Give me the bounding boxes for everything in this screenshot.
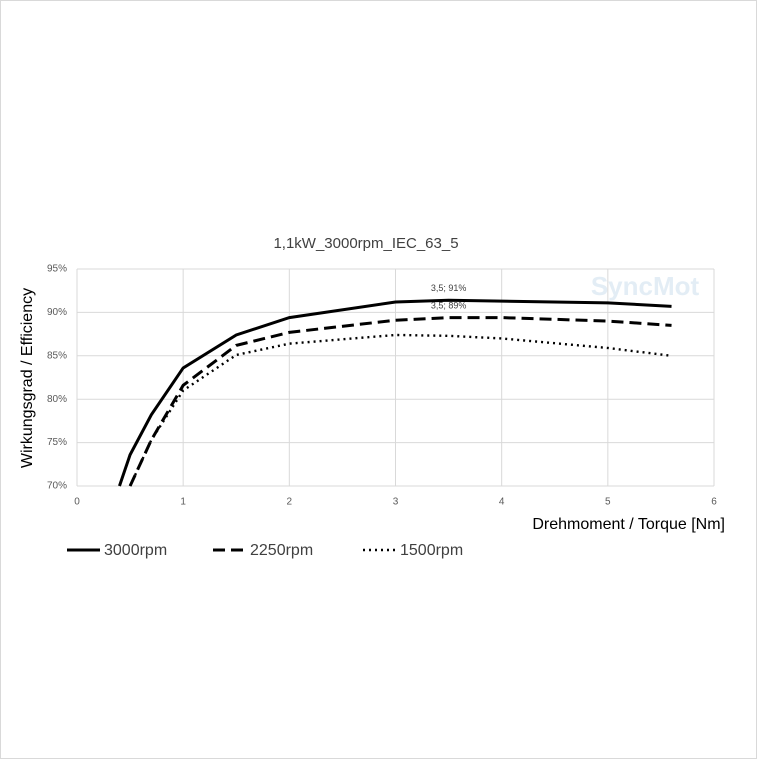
y-tick-label: 70% xyxy=(47,481,67,492)
y-tick-label: 95% xyxy=(47,264,67,275)
x-tick-label: 2 xyxy=(287,497,293,508)
x-tick-label: 5 xyxy=(605,497,611,508)
x-tick-label: 1 xyxy=(180,497,186,508)
annotation: 3,5; 89% xyxy=(431,300,467,310)
x-tick-label: 6 xyxy=(711,497,717,508)
x-tick-label: 4 xyxy=(499,497,505,508)
y-axis-label: Wirkungsgrad / Efficiency xyxy=(19,288,36,468)
series-line xyxy=(128,333,672,487)
watermark: SyncMot xyxy=(591,271,700,301)
y-tick-label: 90% xyxy=(47,307,67,318)
y-tick-label: 80% xyxy=(47,394,67,405)
y-tick-label: 75% xyxy=(47,437,67,448)
x-tick-label: 0 xyxy=(74,497,80,508)
x-tick-label: 3 xyxy=(393,497,399,508)
annotation: 3,5; 91% xyxy=(431,283,467,293)
legend-label: 3000rpm xyxy=(104,542,167,559)
x-axis-label: Drehmoment / Torque [Nm] xyxy=(532,516,725,533)
series-line xyxy=(118,298,672,487)
legend-label: 2250rpm xyxy=(250,542,313,559)
y-tick-label: 85% xyxy=(47,350,67,361)
series-line xyxy=(128,316,672,487)
chart-title: 1,1kW_3000rpm_IEC_63_5 xyxy=(273,235,458,252)
legend-label: 1500rpm xyxy=(400,542,463,559)
